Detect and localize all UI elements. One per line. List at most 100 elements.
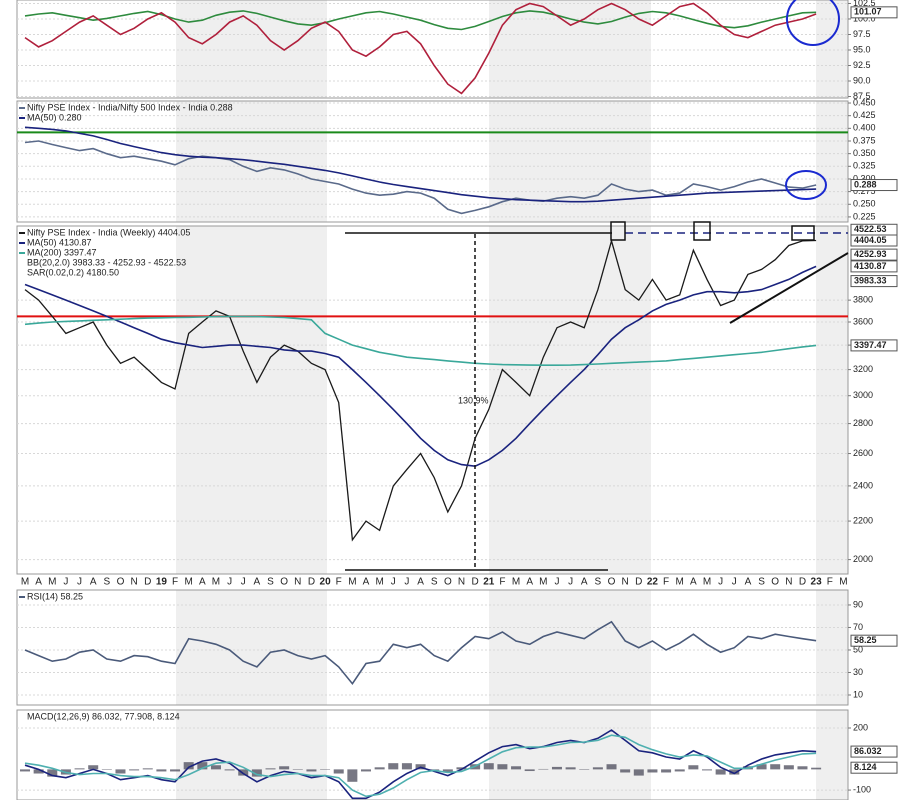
- series-line: [24, 10, 817, 31]
- x-tick-label: A: [254, 577, 261, 588]
- x-tick-label: M: [539, 577, 547, 588]
- histogram-bar: [565, 767, 576, 770]
- highlight-circle: [786, 0, 840, 46]
- x-tick-label: A: [90, 577, 97, 588]
- year-band: [489, 590, 651, 705]
- x-tick-label: N: [294, 577, 301, 588]
- x-tick-label: J: [732, 577, 737, 588]
- series-line: [24, 315, 817, 366]
- y-tick-label: 3000: [853, 390, 873, 400]
- histogram-bar: [197, 762, 208, 770]
- histogram-bar: [797, 766, 808, 770]
- histogram-bar: [156, 769, 167, 772]
- legend-label: BB(20,2.0) 3983.33 - 4252.93 - 4522.53: [27, 257, 186, 267]
- histogram-bar: [224, 769, 235, 771]
- y-tick-label: 3800: [853, 295, 873, 305]
- last-value-label: 8.124: [854, 762, 877, 772]
- panels: 102.5 100.0 97.5 95.0 92.5 90.0 87.5 101.07 0.45…: [16, 0, 898, 800]
- legend-label: MA(50) 0.280: [27, 112, 82, 122]
- y-tick-label: 50: [853, 644, 863, 654]
- histogram-bar: [170, 769, 181, 772]
- last-value-box: [850, 275, 898, 288]
- annotation: 130.9%: [458, 395, 489, 405]
- series-line: [24, 265, 817, 468]
- last-value-label: 3983.33: [854, 275, 887, 285]
- y-tick-label: 0.300: [853, 173, 876, 183]
- x-tick-label: N: [458, 577, 465, 588]
- x-tick-label: 23: [811, 577, 823, 588]
- x-tick-label: F: [172, 577, 178, 588]
- year-band: [816, 0, 848, 98]
- last-value-box: [850, 761, 898, 774]
- y-tick-label: 2200: [853, 515, 873, 525]
- year-band: [176, 590, 327, 705]
- y-tick-label: 0.350: [853, 148, 876, 158]
- histogram-bar: [401, 763, 412, 770]
- last-value-box: [850, 634, 898, 647]
- histogram-bar: [647, 769, 658, 773]
- histogram-bar: [702, 769, 712, 771]
- y-tick-label: 90: [853, 599, 863, 609]
- y-tick-label: 92.5: [853, 60, 871, 70]
- x-tick-label: O: [280, 577, 288, 588]
- background: [17, 0, 848, 800]
- histogram-bar: [20, 769, 30, 772]
- y-tick-label: 0.425: [853, 110, 876, 120]
- y-tick-label: 2800: [853, 418, 873, 428]
- histogram-bar: [606, 764, 617, 770]
- histogram-bar: [551, 766, 562, 770]
- last-value-box: [850, 260, 898, 273]
- trend-line: [729, 252, 849, 324]
- x-tick-label: N: [131, 577, 138, 588]
- x-tick-label: J: [241, 577, 246, 588]
- x-tick-label: A: [417, 577, 424, 588]
- histogram-bar: [374, 767, 385, 770]
- histogram-bar: [279, 766, 290, 770]
- histogram-bar: [592, 767, 603, 770]
- histogram-bar: [88, 765, 99, 770]
- last-value-label: 101.07: [854, 7, 882, 17]
- x-tick-label: J: [227, 577, 232, 588]
- x-tick-label: J: [63, 577, 68, 588]
- histogram-bar: [238, 769, 249, 776]
- y-tick-label: 90.0: [853, 75, 871, 85]
- panel-title: MACD(12,26,9) 86.032, 77.908, 8.124: [27, 711, 180, 721]
- x-tick-label: A: [581, 577, 588, 588]
- y-tick-label: 0.450: [853, 97, 876, 107]
- x-tick-label: S: [104, 577, 111, 588]
- x-tick-label: J: [404, 577, 409, 588]
- last-value-label: 86.032: [854, 746, 882, 756]
- legend-label: Nifty PSE Index - India/Nifty 500 Index …: [27, 102, 233, 112]
- series-line: [24, 734, 817, 798]
- last-value-box: [850, 745, 898, 758]
- histogram-bar: [538, 768, 549, 770]
- year-band: [489, 226, 651, 574]
- year-band: [816, 226, 848, 574]
- year-band: [176, 226, 327, 574]
- year-band: [489, 710, 651, 800]
- last-value-label: 4130.87: [854, 261, 887, 271]
- panel-bg: [17, 590, 848, 705]
- histogram-bar: [33, 769, 44, 774]
- x-tick-label: A: [526, 577, 533, 588]
- x-tick-label: J: [554, 577, 559, 588]
- x-tick-label: N: [622, 577, 629, 588]
- panel-frame: [16, 225, 849, 575]
- panel-bg: [17, 101, 848, 222]
- legend-label: MA(200) 3397.47: [27, 247, 97, 257]
- x-tick-label: J: [77, 577, 82, 588]
- x-tick-label: 22: [647, 577, 659, 588]
- y-tick-label: 0.375: [853, 135, 876, 145]
- histogram-bar: [497, 764, 508, 770]
- y-tick-label: 3200: [853, 364, 873, 374]
- year-band: [176, 101, 327, 222]
- top-box: [693, 221, 711, 241]
- histogram-bar: [633, 769, 644, 776]
- x-tick-label: 20: [320, 577, 332, 588]
- x-tick-label: 19: [156, 577, 168, 588]
- year-band: [816, 710, 848, 800]
- histogram-bar: [265, 768, 276, 770]
- histogram-bar: [129, 769, 140, 771]
- x-tick-label: S: [267, 577, 274, 588]
